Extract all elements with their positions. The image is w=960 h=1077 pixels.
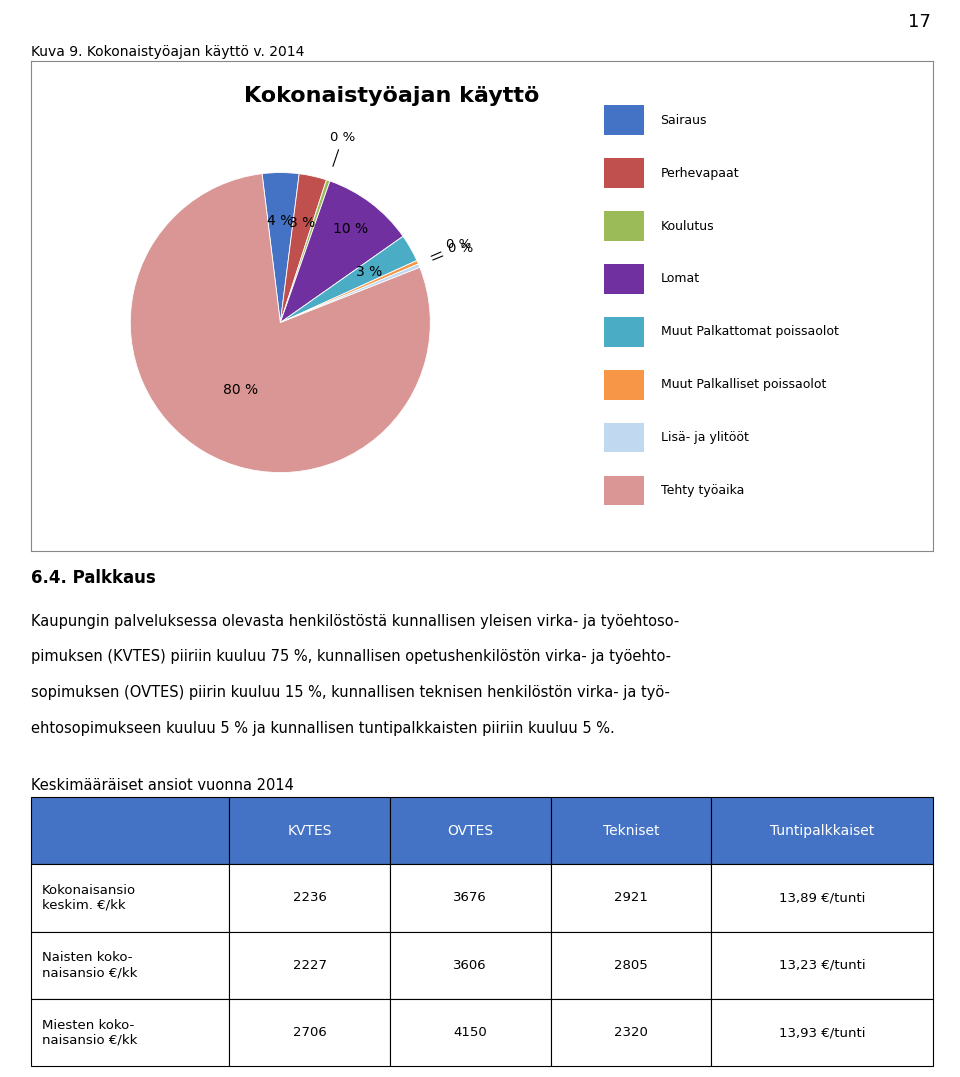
Wedge shape	[280, 261, 419, 323]
Text: 13,89 €/tunti: 13,89 €/tunti	[779, 892, 865, 905]
Bar	[604, 106, 644, 135]
Bar	[229, 797, 390, 864]
Bar	[604, 318, 644, 347]
Text: 2227: 2227	[293, 959, 326, 971]
Text: 3606: 3606	[453, 959, 487, 971]
Text: pimuksen (KVTES) piiriin kuuluu 75 %, kunnallisen opetushenkilöstön virka- ja ty: pimuksen (KVTES) piiriin kuuluu 75 %, ku…	[31, 649, 671, 665]
Text: 3 %: 3 %	[356, 265, 382, 279]
Wedge shape	[262, 172, 300, 323]
Text: KVTES: KVTES	[287, 824, 332, 838]
Text: 4 %: 4 %	[268, 213, 294, 227]
Bar	[390, 797, 550, 864]
Bar	[229, 932, 390, 999]
Text: Koulutus: Koulutus	[660, 220, 714, 233]
Text: 13,93 €/tunti: 13,93 €/tunti	[779, 1026, 865, 1039]
Text: Tekniset: Tekniset	[603, 824, 660, 838]
Text: 6.4. Palkkaus: 6.4. Palkkaus	[31, 569, 156, 587]
Text: Kokonaisansio
keskim. €/kk: Kokonaisansio keskim. €/kk	[41, 884, 135, 912]
Bar	[390, 932, 550, 999]
Text: 0 %: 0 %	[431, 238, 471, 256]
Wedge shape	[280, 236, 417, 323]
Bar	[550, 864, 711, 932]
Text: 3 %: 3 %	[289, 216, 316, 230]
Bar	[390, 999, 550, 1066]
Bar	[604, 264, 644, 294]
Text: 13,23 €/tunti: 13,23 €/tunti	[779, 959, 865, 971]
Text: Keskimääräiset ansiot vuonna 2014: Keskimääräiset ansiot vuonna 2014	[31, 778, 294, 793]
Bar	[604, 211, 644, 241]
Text: Tehty työaika: Tehty työaika	[660, 485, 744, 498]
Text: 2320: 2320	[613, 1026, 648, 1039]
Text: 0 %: 0 %	[433, 242, 473, 260]
Text: Naisten koko-
naisansio €/kk: Naisten koko- naisansio €/kk	[41, 951, 137, 979]
Text: Muut Palkattomat poissaolot: Muut Palkattomat poissaolot	[660, 325, 838, 338]
Bar	[711, 797, 933, 864]
Text: 0 %: 0 %	[330, 131, 355, 167]
Text: 2236: 2236	[293, 892, 326, 905]
Bar	[604, 158, 644, 187]
Text: Miesten koko-
naisansio €/kk: Miesten koko- naisansio €/kk	[41, 1019, 137, 1047]
Wedge shape	[131, 173, 430, 473]
Wedge shape	[280, 180, 330, 323]
Bar	[31, 999, 229, 1066]
Text: 17: 17	[908, 13, 931, 31]
Text: 2706: 2706	[293, 1026, 326, 1039]
Bar	[550, 999, 711, 1066]
Text: Lisä- ja ylitööt: Lisä- ja ylitööt	[660, 431, 749, 444]
Text: Kaupungin palveluksessa olevasta henkilöstöstä kunnallisen yleisen virka- ja työ: Kaupungin palveluksessa olevasta henkilö…	[31, 614, 679, 629]
Bar	[711, 999, 933, 1066]
Text: Perhevapaat: Perhevapaat	[660, 167, 739, 180]
Wedge shape	[280, 173, 326, 323]
Text: 2921: 2921	[613, 892, 648, 905]
Text: 10 %: 10 %	[333, 222, 369, 236]
Bar	[229, 864, 390, 932]
Bar	[31, 797, 229, 864]
Bar	[604, 476, 644, 505]
Text: 4150: 4150	[453, 1026, 487, 1039]
Text: Sairaus: Sairaus	[660, 114, 708, 127]
Wedge shape	[280, 181, 403, 323]
Text: 3676: 3676	[453, 892, 487, 905]
Bar	[604, 370, 644, 400]
Text: Tuntipalkkaiset: Tuntipalkkaiset	[770, 824, 875, 838]
Bar	[604, 423, 644, 452]
Text: Lomat: Lomat	[660, 272, 700, 285]
Text: Muut Palkalliset poissaolot: Muut Palkalliset poissaolot	[660, 378, 826, 391]
Bar	[390, 864, 550, 932]
Bar	[711, 932, 933, 999]
Text: Kokonaistyöajan käyttö: Kokonaistyöajan käyttö	[244, 86, 540, 106]
Wedge shape	[280, 264, 420, 323]
Bar	[31, 932, 229, 999]
Bar	[31, 864, 229, 932]
Bar	[711, 864, 933, 932]
Bar	[550, 797, 711, 864]
Text: 2805: 2805	[614, 959, 648, 971]
Bar	[229, 999, 390, 1066]
Text: sopimuksen (OVTES) piirin kuuluu 15 %, kunnallisen teknisen henkilöstön virka- j: sopimuksen (OVTES) piirin kuuluu 15 %, k…	[31, 685, 669, 700]
Text: OVTES: OVTES	[447, 824, 493, 838]
Bar	[550, 932, 711, 999]
Text: ehtosopimukseen kuuluu 5 % ja kunnallisen tuntipalkkaisten piiriin kuuluu 5 %.: ehtosopimukseen kuuluu 5 % ja kunnallise…	[31, 721, 614, 736]
Text: 80 %: 80 %	[223, 382, 258, 396]
Text: Kuva 9. Kokonaistyöajan käyttö v. 2014: Kuva 9. Kokonaistyöajan käyttö v. 2014	[31, 45, 304, 59]
